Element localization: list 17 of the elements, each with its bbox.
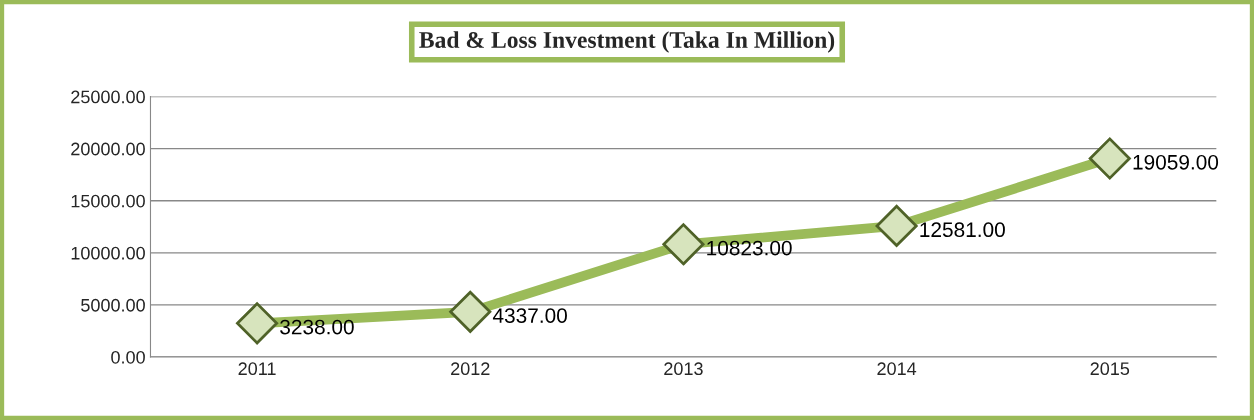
x-tick-label: 2012 xyxy=(451,362,490,376)
y-tick-label: 10000.00 xyxy=(71,246,145,260)
x-tick-label: 2015 xyxy=(1090,362,1130,376)
y-tick-label: 5000.00 xyxy=(81,298,145,312)
text: 4337.00 xyxy=(492,308,567,323)
text: 19059.00 xyxy=(1133,154,1219,170)
y-tick-label: 15000.00 xyxy=(71,194,145,208)
x-tick-label: 2013 xyxy=(664,362,703,376)
y-tick-label: 0.00 xyxy=(111,350,145,364)
text: 3238.00 xyxy=(280,319,354,335)
x-tick-label: 2011 xyxy=(238,362,276,376)
text: 10823.00 xyxy=(707,240,792,256)
x-tick-label: 2014 xyxy=(877,362,917,376)
y-tick-label: 20000.00 xyxy=(71,142,145,156)
text: 12581.00 xyxy=(920,222,1005,238)
y-tick-label: 25000.00 xyxy=(71,90,145,104)
chart-title: Bad & Loss Investment (Taka In Million) xyxy=(419,31,835,53)
